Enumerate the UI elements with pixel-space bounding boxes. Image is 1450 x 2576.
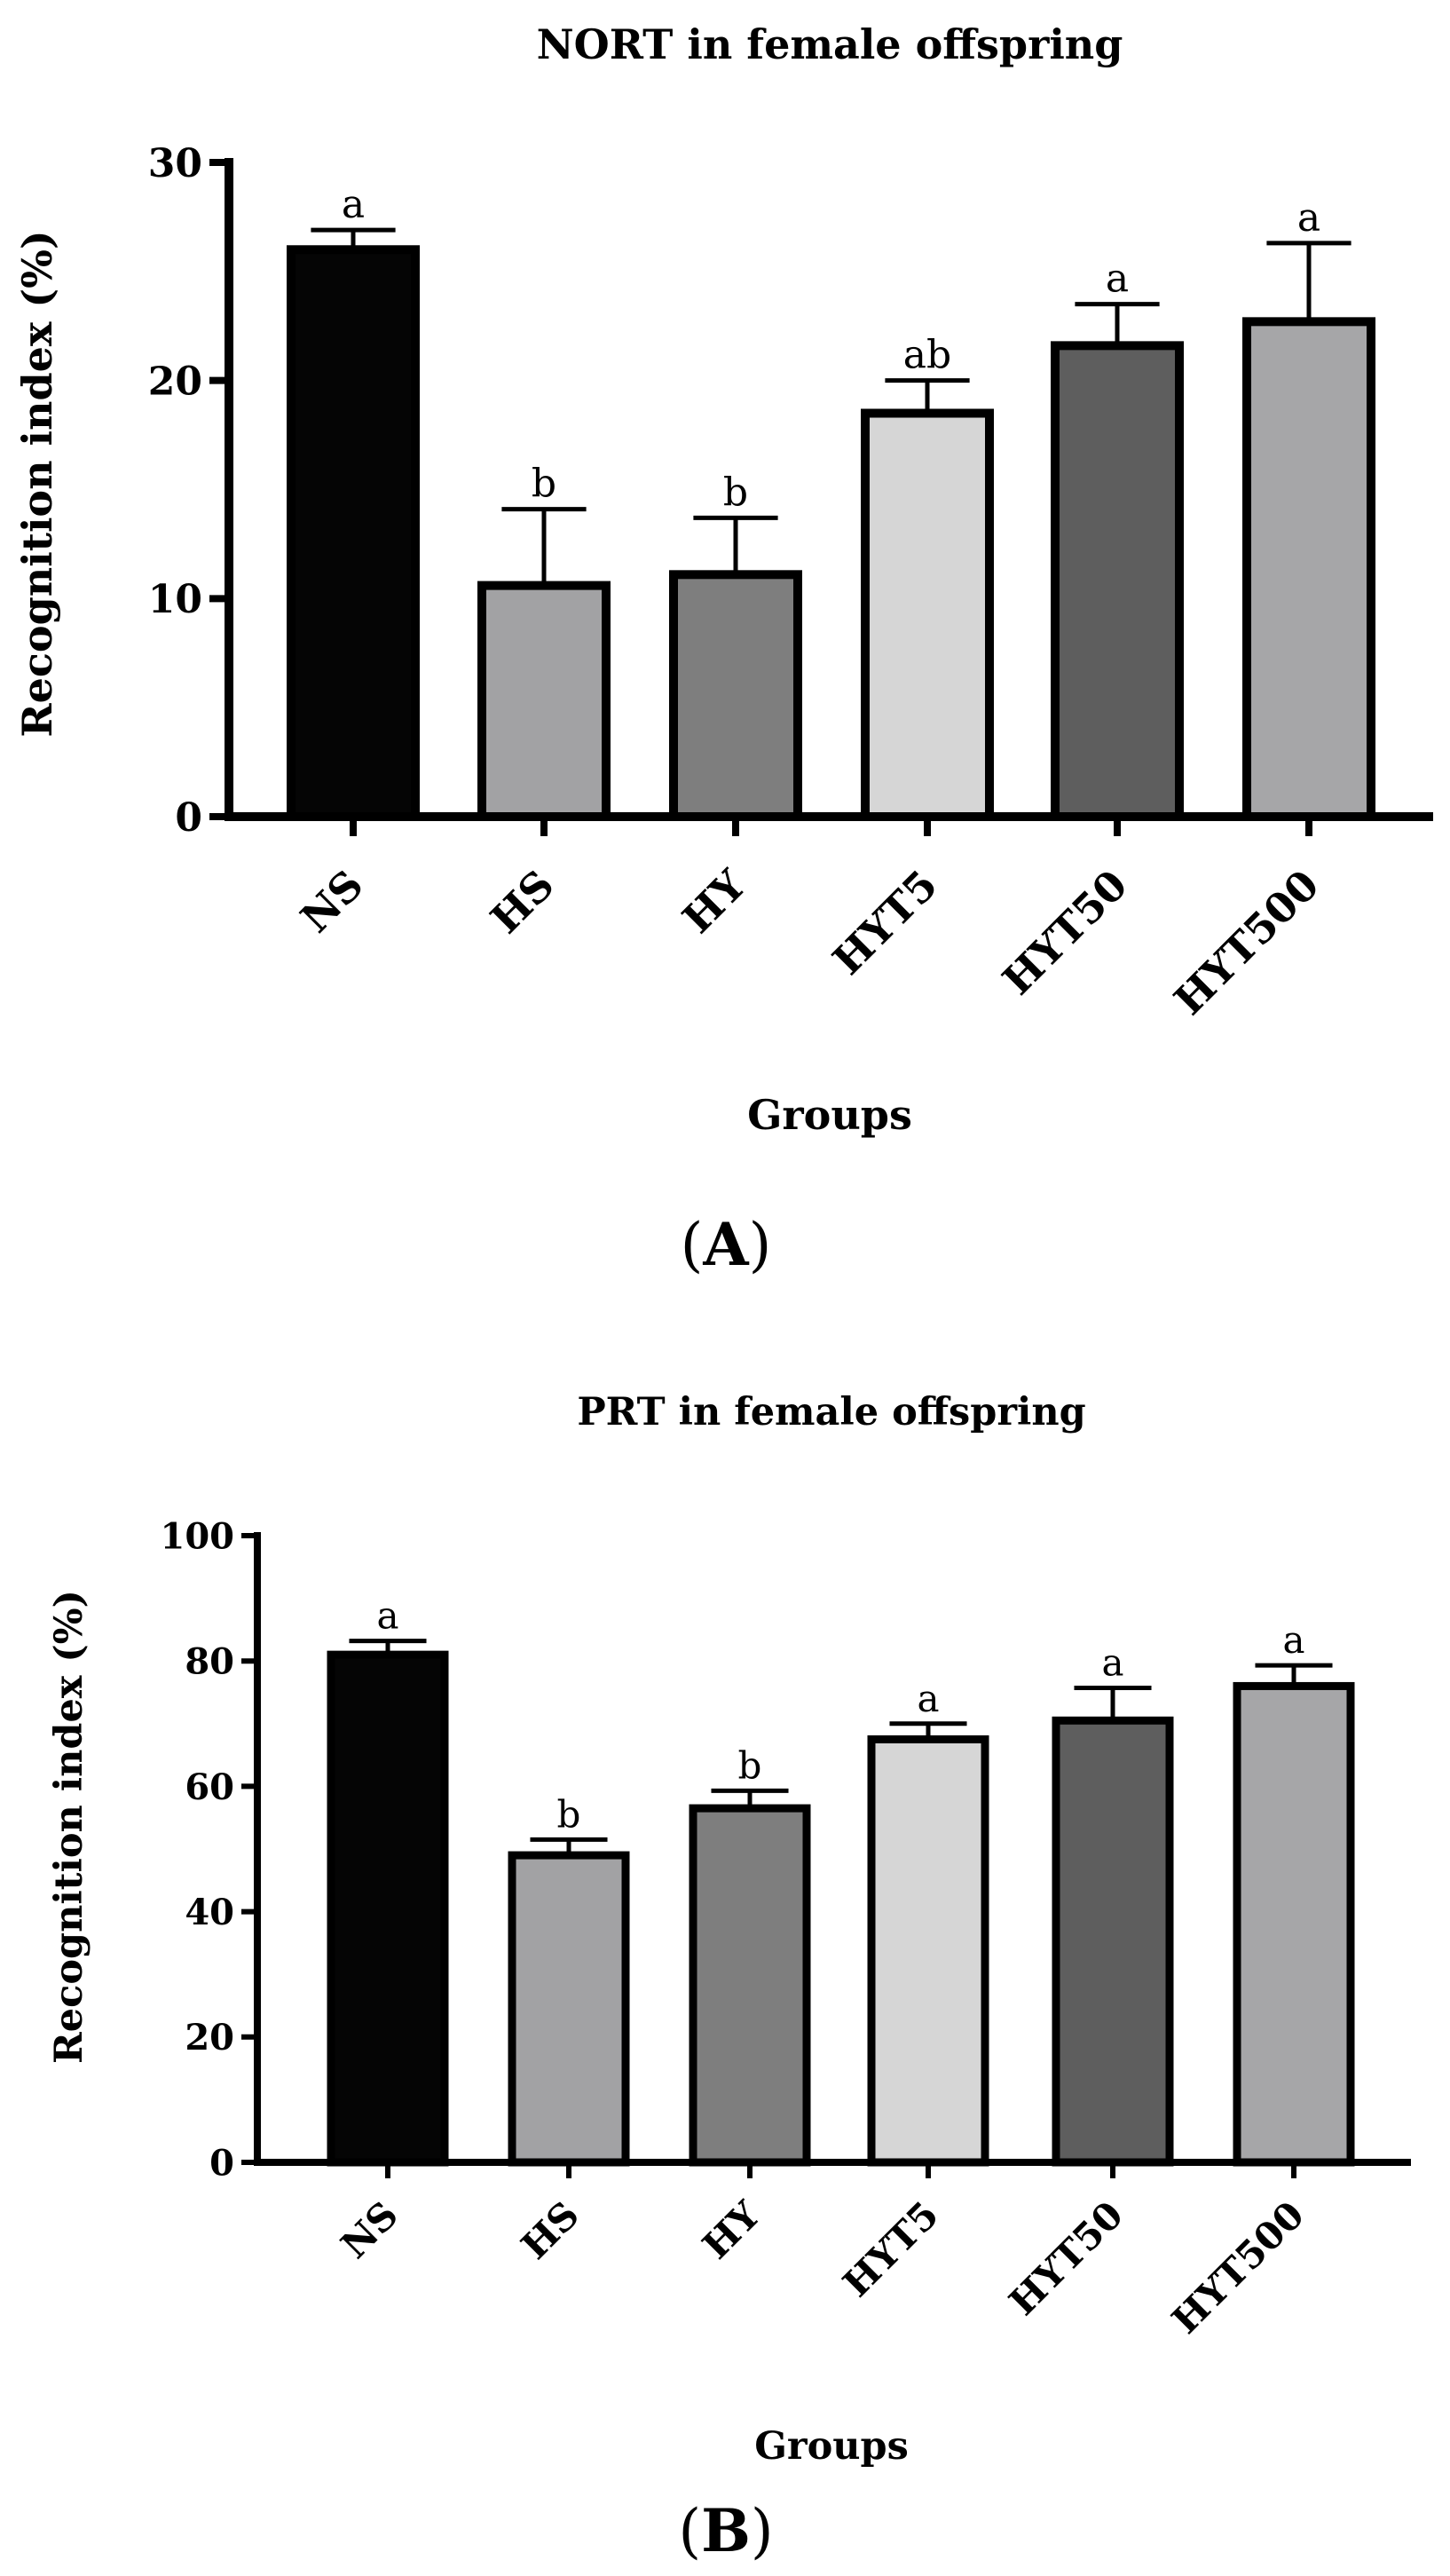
panel-b-x-axis-label: Groups bbox=[754, 2424, 909, 2469]
panel-a-x-ticks: NS HS HY HYT5 HYT50 HYT500 bbox=[291, 817, 1328, 1024]
y-tick-label-b-80: 80 bbox=[185, 1641, 234, 1683]
panel-b-bars bbox=[327, 1650, 1355, 2167]
bar-b-ns bbox=[327, 1650, 449, 2167]
x-tick-label-a-hy: HY bbox=[674, 860, 756, 943]
panel-b-axes bbox=[254, 1532, 1411, 2166]
panel-b-y-axis-label: Recognition index (%) bbox=[47, 1590, 91, 2064]
sig-label-b-hyt500: a bbox=[1282, 1618, 1304, 1662]
x-tick-label-a-hyt50: HYT50 bbox=[993, 861, 1137, 1005]
x-tick-label-b-hyt50: HYT50 bbox=[1001, 2193, 1131, 2323]
y-tick-label-b-60: 60 bbox=[185, 1766, 234, 1808]
sig-label-b-hs: b bbox=[557, 1792, 581, 1836]
panel-a-error-bars bbox=[311, 227, 1351, 586]
panel-a-axes bbox=[225, 158, 1433, 821]
bar-a-hs bbox=[477, 581, 611, 821]
panel-a-chart: NORT in female offspring Recognition ind… bbox=[13, 20, 1433, 1279]
sig-label-b-hy: b bbox=[738, 1743, 762, 1787]
x-tick-label-a-hyt500: HYT500 bbox=[1165, 861, 1328, 1024]
bar-a-ns bbox=[287, 245, 420, 821]
x-tick-label-a-hyt5: HYT5 bbox=[824, 861, 947, 984]
sig-label-a-hy: b bbox=[723, 470, 748, 515]
y-tick-label-b-100: 100 bbox=[161, 1515, 235, 1557]
bar-b-hs bbox=[508, 1851, 630, 2167]
panel-b-x-ticks: NS HS HY HYT5 HYT50 HYT500 bbox=[333, 2162, 1312, 2342]
x-tick-label-b-hyt5: HYT5 bbox=[834, 2193, 947, 2305]
sig-label-a-hs: b bbox=[532, 462, 556, 507]
x-tick-label-b-ns: NS bbox=[333, 2193, 406, 2266]
panel-b-significance-labels: a b b a a a bbox=[376, 1594, 1304, 1837]
bar-b-hy bbox=[689, 1804, 811, 2167]
panel-a-letter: A bbox=[702, 1210, 749, 1279]
x-tick-label-b-hyt500: HYT500 bbox=[1163, 2193, 1312, 2342]
bar-a-hyt50 bbox=[1051, 341, 1184, 821]
sig-label-a-hyt500: a bbox=[1297, 195, 1320, 241]
y-tick-label-b-0: 0 bbox=[209, 2142, 234, 2184]
sig-label-a-hyt50: a bbox=[1106, 257, 1129, 302]
x-tick-label-a-hs: HS bbox=[481, 861, 563, 943]
bar-a-hyt500 bbox=[1242, 317, 1375, 821]
bar-b-hyt50 bbox=[1052, 1716, 1174, 2167]
x-tick-label-a-ns: NS bbox=[291, 861, 372, 942]
panel-a-bars bbox=[287, 245, 1375, 821]
panel-b-error-bars bbox=[349, 1639, 1333, 1856]
sig-label-a-hyt5: ab bbox=[903, 333, 951, 378]
panel-b-y-ticks: 0 20 40 60 80 100 bbox=[161, 1515, 257, 2184]
sig-label-b-hyt50: a bbox=[1101, 1641, 1123, 1685]
x-tick-label-b-hs: HS bbox=[513, 2193, 587, 2267]
panel-a-y-axis-label: Recognition index (%) bbox=[13, 230, 61, 737]
panel-a-caption: (A) bbox=[681, 1210, 772, 1279]
y-tick-label-a-10: 10 bbox=[148, 577, 202, 622]
panel-b-title: PRT in female offspring bbox=[577, 1390, 1085, 1434]
y-tick-label-b-40: 40 bbox=[185, 1892, 234, 1933]
y-tick-label-b-20: 20 bbox=[185, 2017, 234, 2058]
panel-b-letter: B bbox=[701, 2496, 751, 2565]
sig-label-b-hyt5: a bbox=[917, 1677, 939, 1720]
sig-label-b-ns: a bbox=[376, 1594, 398, 1638]
bar-b-hyt5 bbox=[867, 1734, 989, 2167]
x-tick-label-b-hy: HY bbox=[694, 2193, 769, 2268]
y-tick-label-a-0: 0 bbox=[175, 795, 202, 841]
y-tick-label-a-30: 30 bbox=[148, 141, 202, 186]
sig-label-a-ns: a bbox=[342, 182, 365, 227]
panel-a-title: NORT in female offspring bbox=[537, 20, 1123, 68]
bar-a-hyt5 bbox=[861, 408, 994, 821]
panel-b-chart: PRT in female offspring Recognition inde… bbox=[47, 1390, 1411, 2565]
panel-a-y-ticks: 0 10 20 30 bbox=[148, 141, 229, 841]
y-tick-label-a-20: 20 bbox=[148, 360, 202, 405]
panel-b-caption: (B) bbox=[678, 2496, 773, 2565]
bar-b-hyt500 bbox=[1233, 1681, 1355, 2167]
panel-a-x-axis-label: Groups bbox=[747, 1091, 912, 1139]
bar-a-hy bbox=[669, 570, 802, 821]
